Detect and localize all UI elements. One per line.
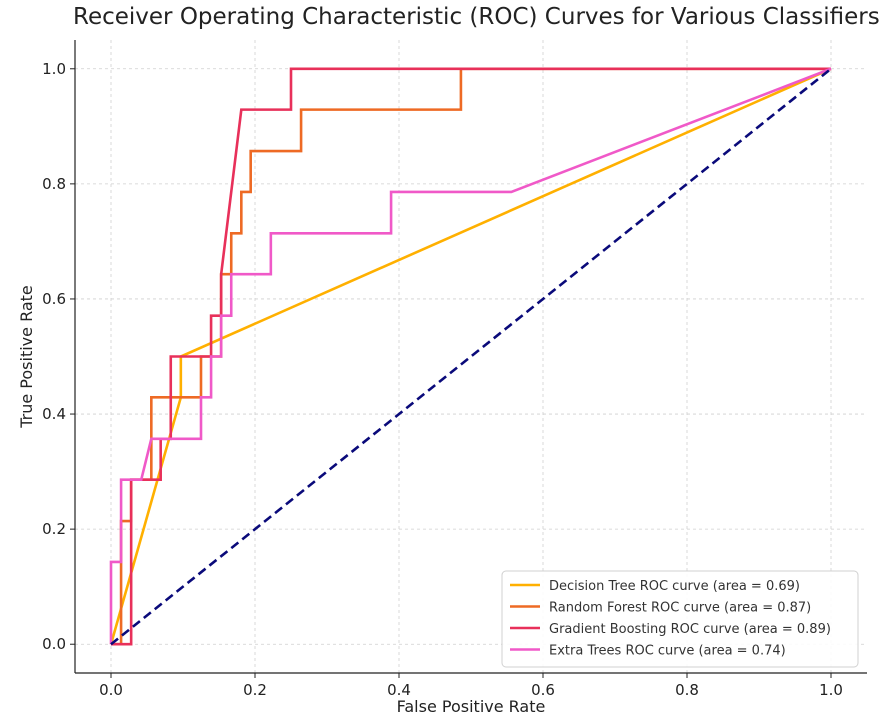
legend-entry-label: Decision Tree ROC curve (area = 0.69) [549, 579, 800, 594]
axes-layer: 0.0 0.2 0.4 0.6 0.8 1.0 0.0 0.2 0.4 0.6 0.8 1.0 Fals… [17, 40, 867, 716]
legend-entry-label: Gradient Boosting ROC curve (area = 0.89… [549, 622, 831, 637]
x-tick-label: 0.0 [99, 681, 123, 699]
y-tick-label: 1.0 [42, 60, 66, 78]
series-layer [109, 67, 832, 646]
x-axis-label: False Positive Rate [397, 697, 546, 716]
y-axis-label: True Positive Rate [17, 285, 36, 429]
y-tick-label: 0.6 [42, 290, 66, 308]
chart-title: Receiver Operating Characteristic (ROC) … [73, 4, 880, 30]
x-tick-label: 0.4 [387, 681, 411, 699]
y-tick-label: 0.2 [42, 520, 66, 538]
roc-curve-decision [109, 67, 832, 645]
y-tick-label: 0.4 [42, 405, 66, 423]
x-tick-label: 0.6 [531, 681, 555, 699]
legend-entry-label: Extra Trees ROC curve (area = 0.74) [549, 644, 786, 659]
x-tick-label: 1.0 [819, 681, 843, 699]
y-tick-label: 0.0 [42, 635, 66, 653]
legend-entry-label: Random Forest ROC curve (area = 0.87) [549, 601, 811, 616]
x-tick-label: 0.8 [675, 681, 699, 699]
x-tick-label: 0.2 [243, 681, 267, 699]
legend-box [501, 570, 859, 668]
roc-curve-extra [109, 67, 832, 645]
y-tick-label: 0.8 [42, 175, 66, 193]
legend: Decision Tree ROC curve (area = 0.69) Ran… [501, 570, 859, 668]
